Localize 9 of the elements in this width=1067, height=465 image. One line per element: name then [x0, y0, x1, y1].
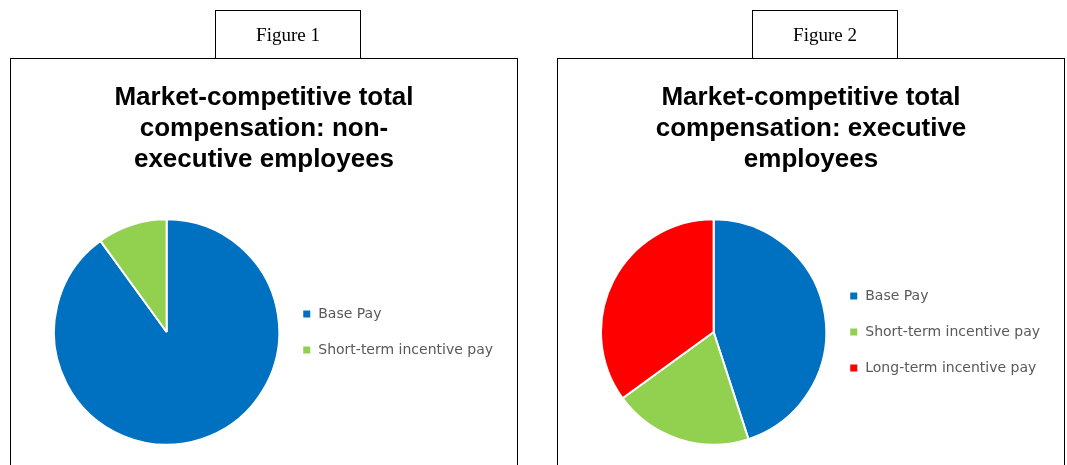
chart-title: Market-competitive total compensation: non-executive employees	[113, 81, 415, 174]
legend-label: Short-term incentive pay	[318, 340, 493, 357]
legend-label: Long-term incentive pay	[865, 358, 1037, 375]
caption: Figure 1	[215, 10, 361, 59]
caption: Figure 2	[752, 10, 898, 59]
legend-label: Short-term incentive pay	[865, 322, 1040, 339]
chart-title: Market-competitive total compensation: executive employees	[654, 81, 968, 174]
legend-label: Base Pay	[865, 286, 929, 303]
legend-label: Base Pay	[318, 304, 382, 321]
